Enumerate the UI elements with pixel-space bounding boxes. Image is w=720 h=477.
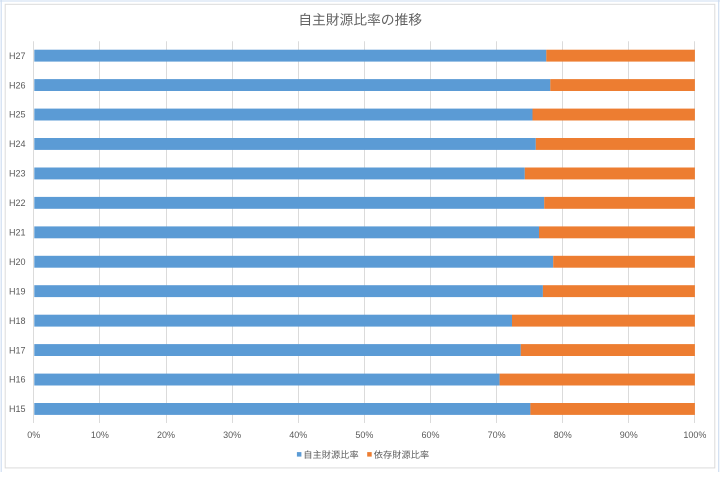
svg-text:50%: 50% (355, 430, 373, 440)
svg-text:H25: H25 (9, 110, 26, 120)
svg-text:70%: 70% (488, 430, 506, 440)
svg-text:0%: 0% (27, 430, 40, 440)
svg-text:60%: 60% (421, 430, 439, 440)
svg-text:H16: H16 (9, 375, 26, 385)
svg-text:40%: 40% (289, 430, 307, 440)
svg-text:H17: H17 (9, 345, 26, 355)
svg-text:H24: H24 (9, 139, 26, 149)
svg-text:30%: 30% (223, 430, 241, 440)
svg-text:H26: H26 (9, 80, 26, 90)
svg-text:H20: H20 (9, 257, 26, 267)
svg-text:100%: 100% (683, 430, 706, 440)
svg-text:80%: 80% (554, 430, 572, 440)
svg-text:H18: H18 (9, 316, 26, 326)
svg-text:10%: 10% (91, 430, 109, 440)
svg-text:H23: H23 (9, 169, 26, 179)
svg-text:H22: H22 (9, 198, 26, 208)
svg-text:90%: 90% (620, 430, 638, 440)
svg-text:H27: H27 (9, 51, 26, 61)
svg-text:H15: H15 (9, 404, 26, 414)
svg-text:H21: H21 (9, 228, 26, 238)
svg-text:H19: H19 (9, 286, 26, 296)
svg-text:20%: 20% (157, 430, 175, 440)
